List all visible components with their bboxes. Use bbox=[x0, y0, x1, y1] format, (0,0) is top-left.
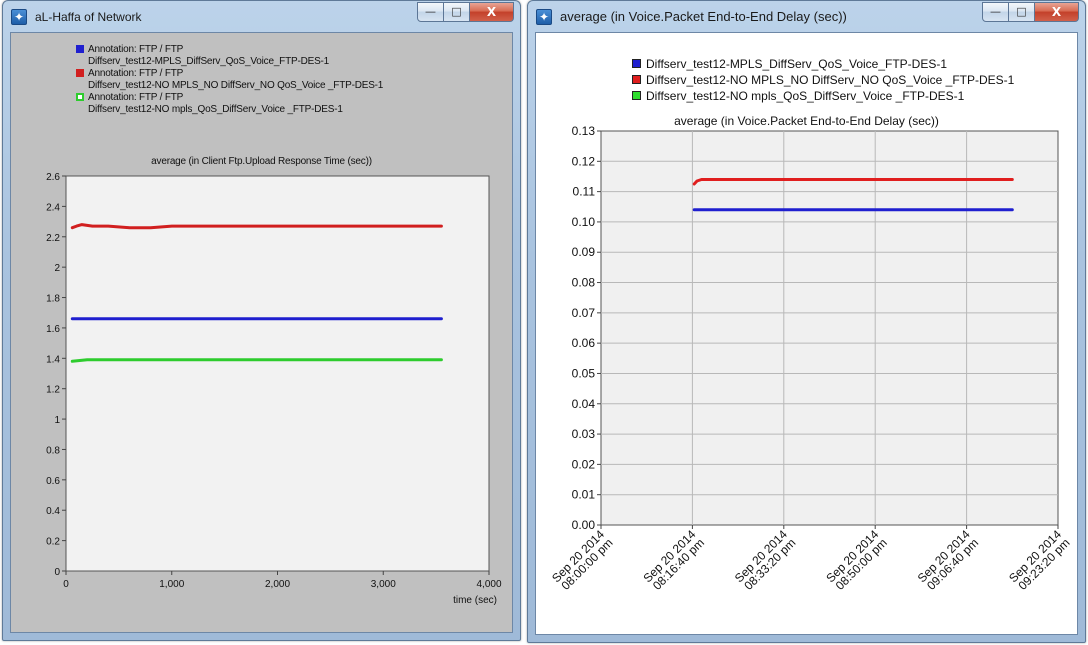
plot-area bbox=[65, 175, 490, 572]
y-tick-label: 0.07 bbox=[572, 306, 596, 320]
y-tick-label: 0.6 bbox=[46, 476, 60, 487]
y-tick-label: 1.4 bbox=[46, 354, 60, 365]
y-tick-label: 2.6 bbox=[46, 172, 60, 183]
legend-detail: Diffserv_test12-MPLS_DiffServ_QoS_Voice_… bbox=[76, 56, 383, 68]
y-tick-label: 2 bbox=[54, 263, 60, 274]
minimize-button[interactable]: — bbox=[417, 2, 444, 22]
y-tick-label: 1 bbox=[54, 415, 60, 426]
legend-item: Diffserv_test12-MPLS_DiffServ_QoS_Voice_… bbox=[632, 56, 1014, 72]
y-tick-label: 1.2 bbox=[46, 385, 60, 396]
x-tick-label: 0 bbox=[63, 579, 69, 590]
legend-label: Annotation: FTP / FTP bbox=[88, 44, 184, 55]
legend-swatch-blue bbox=[632, 59, 641, 68]
ftp-response-window[interactable]: ✦ aL-Haffa of Network — □ X Annotation: … bbox=[2, 0, 521, 641]
y-tick-label: 0.4 bbox=[46, 506, 60, 517]
y-tick-label: 0.8 bbox=[46, 445, 60, 456]
legend-swatch-red bbox=[632, 75, 641, 84]
x-tick-label: 1,000 bbox=[159, 579, 184, 590]
legend-detail: Diffserv_test12-NO MPLS_NO DiffServ_NO Q… bbox=[76, 80, 383, 92]
legend-detail-text: Diffserv_test12-NO MPLS_NO DiffServ_NO Q… bbox=[88, 80, 384, 91]
legend: Diffserv_test12-MPLS_DiffServ_QoS_Voice_… bbox=[632, 56, 1014, 104]
y-tick-label: 0.01 bbox=[572, 488, 596, 502]
maximize-button[interactable]: □ bbox=[1009, 2, 1035, 22]
y-tick-label: 0.03 bbox=[572, 427, 596, 441]
y-tick-label: 0.06 bbox=[572, 336, 596, 350]
legend-label: Diffserv_test12-NO MPLS_NO DiffServ_NO Q… bbox=[646, 73, 1015, 87]
title-bar[interactable]: ✦ aL-Haffa of Network — □ X bbox=[3, 1, 520, 33]
legend-label: Diffserv_test12-NO mpls_QoS_DiffServ_Voi… bbox=[646, 89, 965, 103]
window-title: aL-Haffa of Network bbox=[35, 10, 142, 24]
y-tick-label: 0.04 bbox=[572, 397, 596, 411]
legend-swatch-green bbox=[632, 91, 641, 100]
y-tick-label: 0.08 bbox=[572, 276, 596, 290]
series-line-0 bbox=[70, 223, 443, 230]
window-controls: — □ X bbox=[417, 2, 514, 22]
y-tick-label: 2.4 bbox=[46, 202, 60, 213]
x-tick-label: 3,000 bbox=[371, 579, 396, 590]
legend-detail-text: Diffserv_test12-NO mpls_QoS_DiffServ_Voi… bbox=[88, 104, 343, 115]
legend-label: Annotation: FTP / FTP bbox=[88, 68, 184, 79]
chart-area: Annotation: FTP / FTP Diffserv_test12-MP… bbox=[10, 32, 513, 633]
minimize-button[interactable]: — bbox=[982, 2, 1009, 22]
x-axis-label: time (sec) bbox=[453, 595, 497, 606]
legend-detail-text: Diffserv_test12-MPLS_DiffServ_QoS_Voice_… bbox=[88, 56, 330, 67]
line-chart-voice-delay: 0.00 0.01 0.02 0.03 0.04 0.05 0.06 0.07 0.08 0.09… bbox=[549, 124, 1073, 593]
y-tick-label: 0.2 bbox=[46, 537, 60, 548]
y-tick-label: 0.13 bbox=[572, 124, 596, 138]
y-tick-label: 0.00 bbox=[572, 518, 596, 532]
y-tick-label: 1.8 bbox=[46, 294, 60, 305]
y-tick-label: 1.6 bbox=[46, 324, 60, 335]
series-line-2 bbox=[70, 358, 443, 363]
x-tick-label: 2,000 bbox=[265, 579, 290, 590]
close-button[interactable]: X bbox=[470, 2, 514, 22]
x-tick-label: 4,000 bbox=[476, 579, 501, 590]
app-icon: ✦ bbox=[536, 9, 552, 25]
legend-item: Annotation: FTP / FTP bbox=[76, 68, 383, 80]
legend-item: Diffserv_test12-NO MPLS_NO DiffServ_NO Q… bbox=[632, 72, 1014, 88]
chart-title: average (in Voice.Packet End-to-End Dela… bbox=[674, 114, 939, 128]
app-icon: ✦ bbox=[11, 9, 27, 25]
chart-area: Diffserv_test12-MPLS_DiffServ_QoS_Voice_… bbox=[535, 32, 1078, 635]
maximize-button[interactable]: □ bbox=[444, 2, 470, 22]
y-tick-label: 0.05 bbox=[572, 366, 596, 380]
y-tick-label: 2.2 bbox=[46, 233, 60, 244]
y-tick-label: 0.10 bbox=[572, 215, 596, 229]
y-tick-label: 0.02 bbox=[572, 457, 596, 471]
close-button[interactable]: X bbox=[1035, 2, 1079, 22]
voice-delay-window[interactable]: ✦ average (in Voice.Packet End-to-End De… bbox=[527, 0, 1086, 643]
legend-swatch-green bbox=[76, 93, 84, 101]
series-line-0 bbox=[692, 178, 1014, 186]
legend-item: Annotation: FTP / FTP bbox=[76, 92, 383, 104]
legend-swatch-red bbox=[76, 69, 84, 77]
legend-detail: Diffserv_test12-NO mpls_QoS_DiffServ_Voi… bbox=[76, 104, 383, 116]
legend-item: Annotation: FTP / FTP bbox=[76, 44, 383, 56]
legend-label: Diffserv_test12-MPLS_DiffServ_QoS_Voice_… bbox=[646, 57, 948, 71]
plot-area bbox=[600, 130, 1059, 526]
legend: Annotation: FTP / FTP Diffserv_test12-MP… bbox=[76, 44, 383, 116]
y-tick-label: 0.12 bbox=[572, 154, 596, 168]
legend-item: Diffserv_test12-NO mpls_QoS_DiffServ_Voi… bbox=[632, 88, 1014, 104]
window-title: average (in Voice.Packet End-to-End Dela… bbox=[560, 9, 847, 24]
window-controls: — □ X bbox=[982, 2, 1079, 22]
legend-swatch-blue bbox=[76, 45, 84, 53]
y-tick-label: 0 bbox=[54, 567, 60, 578]
y-tick-label: 0.09 bbox=[572, 245, 596, 259]
y-tick-label: 0.11 bbox=[573, 185, 596, 199]
legend-label: Annotation: FTP / FTP bbox=[88, 92, 184, 103]
line-chart-ftp: 0 0.2 0.4 0.6 0.8 1 1.2 1.4 1.6 1.8 2 2.2 2.4 2.6 0 1,0… bbox=[46, 172, 502, 606]
title-bar[interactable]: ✦ average (in Voice.Packet End-to-End De… bbox=[528, 1, 1085, 33]
chart-title: average (in Client Ftp.Upload Response T… bbox=[151, 156, 372, 167]
